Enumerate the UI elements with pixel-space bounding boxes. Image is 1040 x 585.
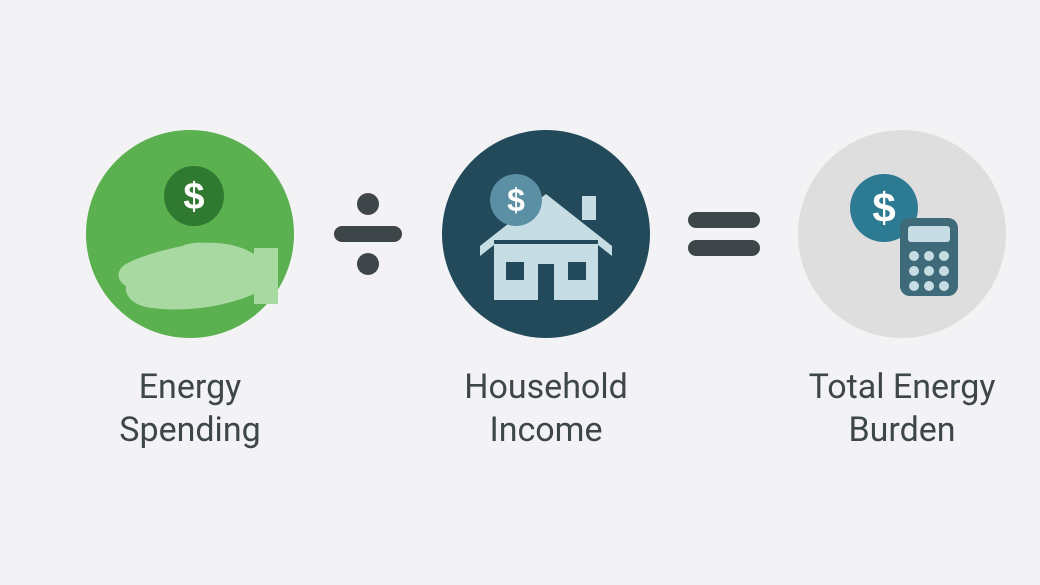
divide-operator-icon	[320, 186, 416, 282]
equals-operator-icon	[676, 186, 772, 282]
infographic-canvas: $ EnergySpending $ HouseholdIncome $ Tot…	[0, 0, 1040, 585]
equation-item-household-income: $ HouseholdIncome	[416, 130, 676, 451]
divide-operator	[320, 186, 416, 282]
svg-text:$: $	[183, 176, 204, 218]
total-energy-burden-label: Total EnergyBurden	[772, 366, 1032, 451]
hand-dollar-icon: $	[86, 130, 294, 338]
equation-item-total-energy-burden: $ Total EnergyBurden	[772, 130, 1032, 451]
energy-spending-label: EnergySpending	[60, 366, 320, 451]
coin-calculator-icon: $	[798, 130, 1006, 338]
total-energy-burden-circle: $	[798, 130, 1006, 338]
svg-text:$: $	[872, 184, 895, 231]
equation-item-energy-spending: $ EnergySpending	[60, 130, 320, 451]
household-income-circle: $	[442, 130, 650, 338]
house-dollar-icon: $	[442, 130, 650, 338]
energy-spending-circle: $	[86, 130, 294, 338]
equals-operator	[676, 186, 772, 282]
household-income-label: HouseholdIncome	[416, 366, 676, 451]
svg-text:$: $	[507, 182, 525, 218]
